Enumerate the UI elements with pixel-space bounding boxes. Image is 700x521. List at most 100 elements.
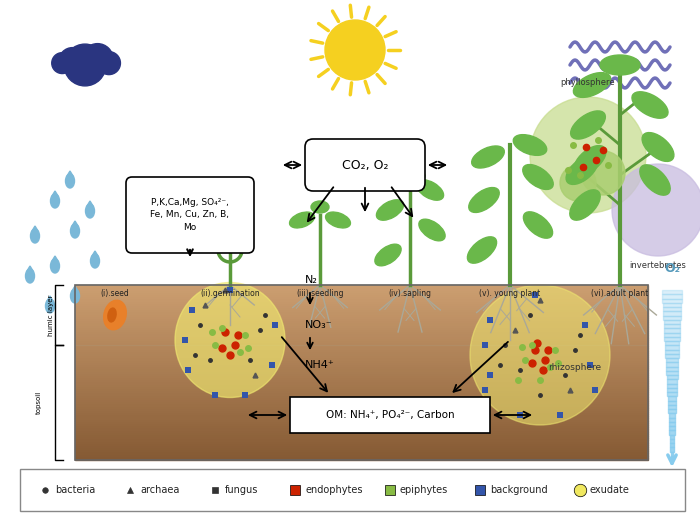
- Bar: [75, 338, 648, 340]
- Circle shape: [612, 164, 700, 256]
- Bar: [75, 412, 648, 414]
- Bar: [670, 435, 674, 439]
- Ellipse shape: [46, 299, 55, 313]
- Bar: [75, 300, 648, 303]
- Bar: [668, 413, 676, 417]
- Ellipse shape: [524, 212, 552, 238]
- Polygon shape: [47, 296, 53, 301]
- Bar: [75, 427, 648, 429]
- Bar: [75, 289, 648, 292]
- Bar: [75, 425, 648, 427]
- Ellipse shape: [71, 289, 80, 303]
- Bar: [668, 409, 676, 413]
- Bar: [666, 366, 678, 371]
- Bar: [663, 303, 681, 307]
- Bar: [75, 349, 648, 351]
- Ellipse shape: [104, 300, 126, 330]
- Polygon shape: [52, 256, 58, 261]
- Text: epiphytes: epiphytes: [400, 485, 448, 495]
- Bar: [75, 377, 648, 379]
- Bar: [75, 394, 648, 396]
- Text: endophytes: endophytes: [305, 485, 363, 495]
- Ellipse shape: [600, 55, 640, 75]
- Bar: [75, 434, 648, 436]
- Ellipse shape: [85, 204, 94, 218]
- Bar: [671, 447, 673, 452]
- Ellipse shape: [90, 254, 99, 268]
- Bar: [665, 345, 679, 350]
- Bar: [75, 318, 648, 320]
- Bar: [664, 328, 680, 332]
- Text: rhizosphere: rhizosphere: [548, 363, 601, 372]
- Bar: [75, 357, 648, 359]
- Bar: [75, 298, 648, 300]
- Ellipse shape: [175, 282, 285, 398]
- Ellipse shape: [573, 72, 610, 97]
- Bar: [668, 405, 676, 409]
- Bar: [75, 453, 648, 456]
- Bar: [669, 430, 675, 435]
- Bar: [75, 401, 648, 403]
- Bar: [75, 447, 648, 449]
- Bar: [664, 324, 680, 328]
- Bar: [75, 287, 648, 289]
- Bar: [665, 341, 679, 345]
- Bar: [75, 292, 648, 294]
- Bar: [75, 294, 648, 296]
- Bar: [75, 438, 648, 440]
- Bar: [666, 362, 678, 366]
- Text: background: background: [490, 485, 547, 495]
- Polygon shape: [67, 171, 73, 176]
- Bar: [671, 452, 673, 456]
- Text: O₂: O₂: [664, 262, 680, 275]
- Bar: [667, 392, 677, 396]
- Bar: [75, 379, 648, 381]
- Text: phyllosphere: phyllosphere: [561, 78, 615, 87]
- Circle shape: [64, 44, 106, 86]
- Bar: [75, 322, 648, 325]
- Bar: [75, 307, 648, 309]
- Bar: [75, 407, 648, 410]
- Bar: [671, 456, 673, 460]
- Bar: [664, 332, 680, 337]
- Circle shape: [70, 61, 89, 80]
- Bar: [75, 370, 648, 373]
- Ellipse shape: [290, 212, 314, 228]
- Ellipse shape: [640, 165, 670, 195]
- Bar: [664, 316, 680, 320]
- Bar: [75, 327, 648, 329]
- Bar: [75, 386, 648, 388]
- Bar: [75, 381, 648, 383]
- Bar: [75, 285, 648, 460]
- Bar: [75, 405, 648, 407]
- Ellipse shape: [31, 229, 39, 243]
- Bar: [75, 320, 648, 322]
- Ellipse shape: [419, 219, 445, 241]
- Bar: [668, 396, 676, 401]
- Ellipse shape: [632, 92, 668, 118]
- Text: OM: NH₄⁺, PO₄²⁻, Carbon: OM: NH₄⁺, PO₄²⁻, Carbon: [326, 410, 454, 420]
- Ellipse shape: [469, 188, 499, 213]
- Bar: [20, 469, 685, 511]
- Bar: [663, 311, 681, 316]
- Bar: [666, 354, 678, 358]
- Circle shape: [581, 151, 625, 195]
- Circle shape: [59, 47, 86, 75]
- Bar: [75, 296, 648, 298]
- Bar: [666, 375, 678, 379]
- Bar: [75, 362, 648, 364]
- Text: CO₂, O₂: CO₂, O₂: [342, 158, 388, 171]
- Bar: [75, 340, 648, 342]
- Bar: [75, 436, 648, 438]
- Bar: [75, 331, 648, 333]
- Bar: [667, 388, 677, 392]
- Text: P,K,Ca,Mg, SO₄²⁻,
Fe, Mn, Cu, Zn, B,
Mo: P,K,Ca,Mg, SO₄²⁻, Fe, Mn, Cu, Zn, B, Mo: [150, 198, 230, 232]
- Circle shape: [97, 52, 120, 75]
- Bar: [662, 290, 682, 294]
- Text: topsoil: topsoil: [36, 391, 42, 414]
- Ellipse shape: [523, 165, 553, 190]
- Ellipse shape: [574, 145, 606, 175]
- Polygon shape: [52, 191, 58, 196]
- Bar: [75, 346, 648, 349]
- Bar: [666, 358, 678, 362]
